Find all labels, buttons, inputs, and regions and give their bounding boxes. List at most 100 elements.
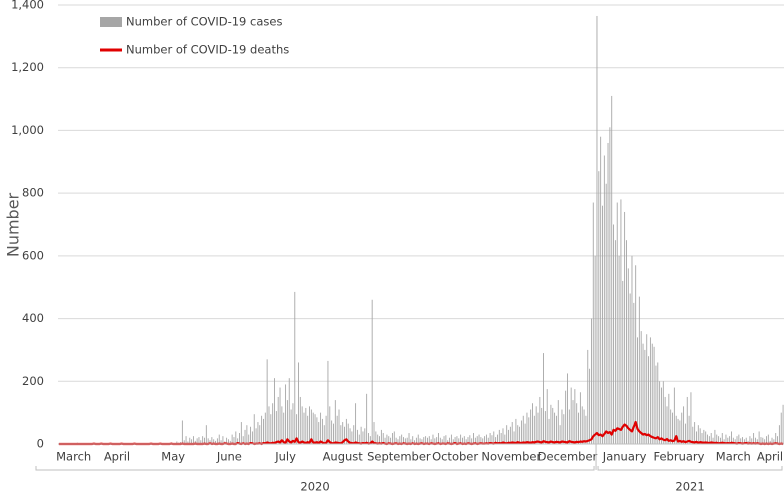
- bar: [535, 406, 537, 444]
- bar: [338, 409, 340, 444]
- y-tick-label: 0: [37, 437, 44, 451]
- bar: [550, 404, 552, 444]
- bar: [358, 434, 360, 444]
- bar: [270, 414, 272, 444]
- bar: [403, 437, 404, 444]
- bar: [443, 436, 445, 444]
- bar: [314, 414, 316, 444]
- bar: [727, 437, 729, 444]
- bar: [557, 400, 559, 444]
- bar: [449, 437, 451, 444]
- bar: [349, 428, 351, 444]
- bar: [603, 155, 605, 444]
- bar: [533, 415, 535, 444]
- bar: [393, 431, 395, 444]
- bar: [769, 440, 771, 444]
- bar: [607, 142, 609, 444]
- bar: [736, 436, 738, 444]
- bar: [441, 439, 443, 444]
- bar: [684, 423, 686, 444]
- bar: [600, 136, 602, 444]
- bar: [290, 409, 292, 444]
- bar: [775, 433, 777, 444]
- y-tick-label: 1,200: [11, 60, 44, 74]
- x-tick-label: March: [56, 450, 91, 464]
- bar: [231, 434, 233, 444]
- bar: [780, 412, 782, 444]
- bar: [585, 415, 587, 444]
- bar: [495, 437, 497, 444]
- bar: [209, 440, 211, 444]
- bar: [559, 425, 561, 444]
- bar: [305, 407, 307, 444]
- bar: [299, 396, 301, 444]
- bar: [648, 356, 650, 444]
- bar: [686, 396, 688, 444]
- bar: [259, 425, 261, 444]
- year-label: 2021: [675, 480, 704, 494]
- bar: [196, 438, 198, 444]
- bar: [176, 441, 178, 444]
- bar: [543, 353, 544, 444]
- bar: [596, 15, 598, 444]
- bar: [762, 437, 764, 444]
- bar: [532, 403, 533, 444]
- bar: [454, 437, 456, 444]
- bar: [307, 415, 309, 444]
- bar: [677, 418, 679, 444]
- bar: [202, 436, 204, 444]
- bar: [288, 378, 290, 444]
- bar: [237, 438, 239, 444]
- bar: [323, 425, 325, 444]
- bar: [661, 387, 662, 444]
- bar: [277, 396, 279, 444]
- bar: [563, 414, 565, 444]
- bar: [198, 437, 200, 444]
- bar: [430, 439, 432, 444]
- bar: [281, 406, 283, 444]
- bar: [734, 439, 736, 444]
- bar: [651, 343, 653, 444]
- bar: [390, 437, 392, 444]
- bar: [362, 431, 364, 444]
- bar: [572, 400, 574, 444]
- bar: [716, 434, 718, 444]
- bar: [450, 434, 452, 444]
- bar: [745, 437, 747, 444]
- bar: [710, 433, 712, 444]
- bar: [331, 420, 333, 444]
- bar: [181, 420, 183, 444]
- bar: [703, 429, 705, 444]
- bar: [484, 436, 486, 444]
- bar: [609, 127, 611, 445]
- bar: [679, 420, 681, 444]
- bar: [742, 437, 743, 444]
- bar: [263, 418, 264, 444]
- bar: [747, 440, 749, 444]
- bar: [766, 436, 767, 444]
- bar: [743, 439, 745, 444]
- bar: [465, 439, 467, 444]
- bar: [485, 434, 487, 444]
- bar: [303, 412, 305, 444]
- bar: [611, 95, 613, 444]
- bar: [751, 438, 753, 444]
- bar: [670, 409, 672, 444]
- bar: [592, 202, 594, 444]
- bar: [732, 437, 734, 444]
- bar: [546, 389, 548, 444]
- bar: [605, 183, 607, 444]
- bar: [189, 437, 191, 444]
- bar: [699, 428, 701, 444]
- bar: [497, 434, 498, 444]
- bar: [476, 436, 478, 444]
- bar: [250, 426, 252, 444]
- bar: [222, 436, 224, 444]
- bar: [345, 418, 347, 444]
- x-tick-label: March: [716, 450, 751, 464]
- bar: [640, 331, 642, 444]
- bar: [253, 414, 255, 444]
- bar: [506, 425, 508, 444]
- bar: [414, 440, 416, 444]
